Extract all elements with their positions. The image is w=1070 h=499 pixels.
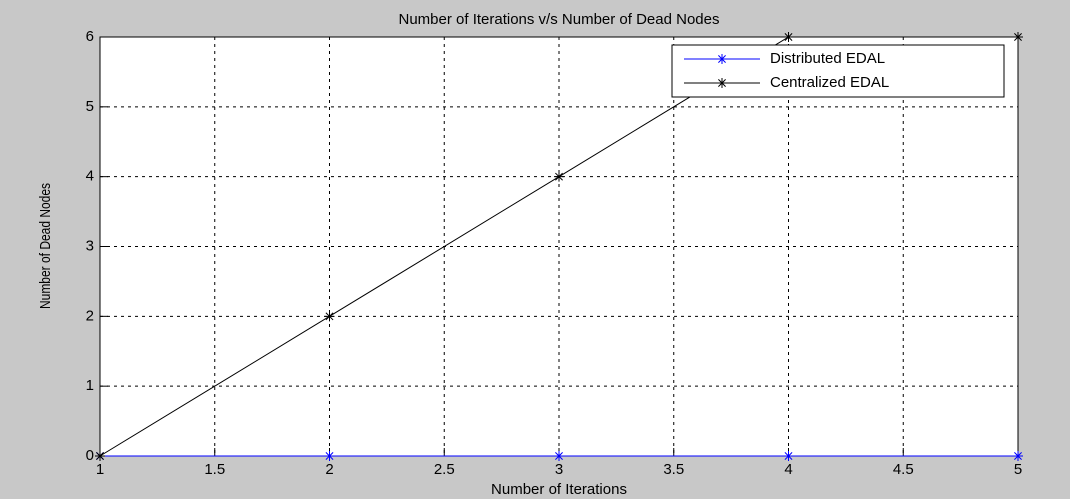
x-tick-label: 5 [1014,461,1022,478]
point-marker [324,451,335,461]
legend-marker [717,54,727,64]
y-tick-label: 2 [86,307,94,324]
legend-marker [717,78,727,88]
point-marker [1013,32,1023,42]
plot-area [100,37,1018,456]
x-tick-label: 3 [555,461,563,478]
x-tick-label: 4.5 [893,461,914,478]
y-tick-label: 5 [86,98,94,115]
point-marker [95,451,105,461]
x-tick-label: 2 [325,461,333,478]
y-tick-label: 4 [86,168,94,185]
y-tick-label: 0 [86,447,94,464]
point-marker [554,171,564,182]
x-tick-label: 1.5 [204,461,225,478]
point-marker [324,311,335,322]
x-tick-label: 3.5 [663,461,684,478]
y-tick-label: 3 [86,237,94,254]
point-marker [1013,451,1023,461]
point-marker [783,451,794,461]
x-tick-label: 2.5 [434,461,455,478]
y-tick-label: 1 [86,377,94,394]
x-axis-label: Number of Iterations [491,481,627,498]
x-tick-label: 4 [784,461,792,478]
chart-title: Number of Iterations v/s Number of Dead … [399,11,720,28]
point-marker [783,32,794,42]
point-marker [554,451,564,461]
legend-box [671,44,1005,98]
legend-label: Centralized EDAL [770,74,889,91]
y-tick-label: 6 [86,28,94,45]
legend-label: Distributed EDAL [770,50,885,67]
y-axis-label: Number of Dead Nodes [37,183,54,309]
x-tick-label: 1 [96,461,104,478]
